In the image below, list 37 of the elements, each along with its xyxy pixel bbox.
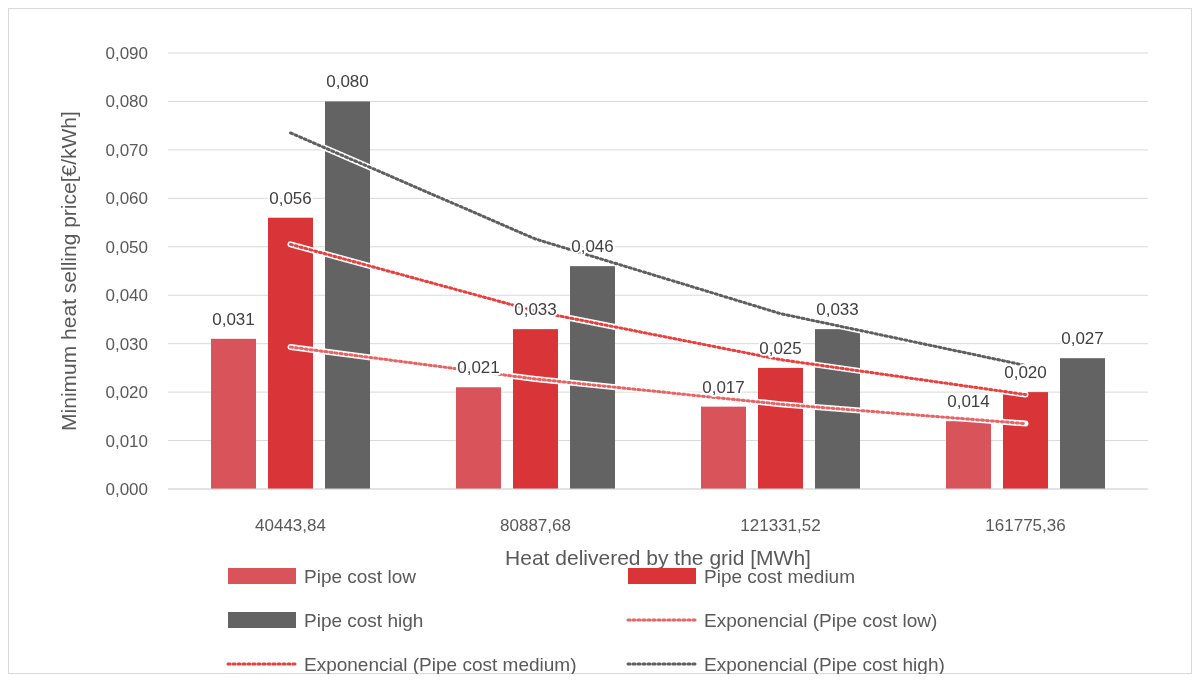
x-tick-label: 40443,84 <box>255 516 326 535</box>
data-label: 0,017 <box>702 377 745 397</box>
bar <box>456 387 501 489</box>
x-tick-label: 121331,52 <box>740 516 821 535</box>
bar <box>1060 358 1105 489</box>
y-tick-label: 0,030 <box>105 334 148 354</box>
bar <box>211 338 256 489</box>
y-tick-label: 0,000 <box>105 480 148 499</box>
data-label: 0,027 <box>1061 329 1104 349</box>
legend-label: Pipe cost high <box>304 610 424 631</box>
data-label: 0,033 <box>816 300 859 320</box>
bar <box>268 217 313 489</box>
bar <box>513 329 558 489</box>
data-label: 0,020 <box>1004 363 1047 383</box>
legend-label: Pipe cost low <box>304 566 417 587</box>
data-label: 0,046 <box>571 237 614 257</box>
y-tick-label: 0,040 <box>105 286 148 306</box>
bar <box>1003 392 1048 489</box>
y-tick-label: 0,020 <box>105 383 148 403</box>
x-tick-label: 161775,36 <box>985 516 1066 535</box>
bar <box>701 406 746 489</box>
y-tick-label: 0,050 <box>105 237 148 257</box>
data-label: 0,025 <box>759 338 802 358</box>
legend-label: Exponencial (Pipe cost low) <box>704 610 938 631</box>
y-tick-label: 0,080 <box>105 92 148 112</box>
x-tick-label: 80887,68 <box>500 516 571 535</box>
bar <box>758 367 803 489</box>
y-tick-label: 0,010 <box>105 431 148 451</box>
bar <box>946 421 991 489</box>
y-tick-label: 0,070 <box>105 140 148 160</box>
y-tick-label: 0,060 <box>105 189 148 209</box>
data-label: 0,031 <box>212 309 255 329</box>
y-tick-label: 0,090 <box>105 44 148 63</box>
data-label: 0,056 <box>269 188 312 208</box>
y-axis-title: Minimum heat selling price[€/kWh] <box>57 111 80 431</box>
data-label: 0,014 <box>947 392 990 412</box>
data-label: 0,080 <box>326 72 369 92</box>
